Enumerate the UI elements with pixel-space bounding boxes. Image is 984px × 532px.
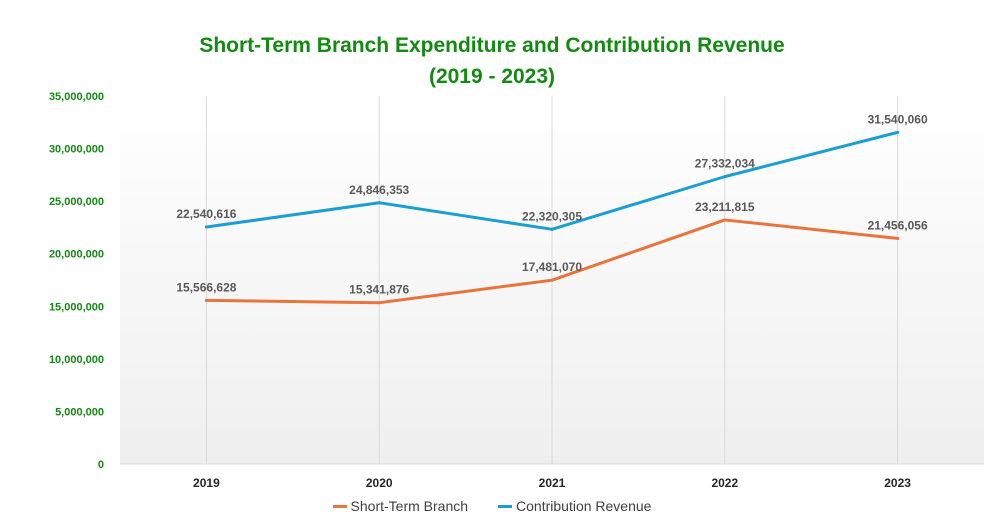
legend-label-short-term-branch: Short-Term Branch [350, 498, 469, 514]
x-tick-label: 2021 [539, 476, 566, 490]
data-point [377, 201, 381, 205]
x-tick-label: 2019 [193, 476, 220, 490]
data-point [550, 227, 554, 231]
data-label: 17,481,070 [522, 260, 582, 274]
data-label: 22,540,616 [176, 207, 236, 221]
y-tick-label: 5,000,000 [55, 406, 104, 418]
y-tick-label: 25,000,000 [49, 196, 104, 208]
y-tick-label: 35,000,000 [49, 91, 104, 103]
data-label: 21,456,056 [868, 218, 928, 232]
legend-swatch-short-term-branch [332, 504, 347, 508]
data-label: 15,566,628 [176, 280, 236, 294]
data-label: 23,211,815 [695, 200, 755, 214]
chart-subtitle: (2019 - 2023) [428, 65, 556, 88]
data-label: 31,540,060 [868, 112, 928, 126]
legend-item-short-term-branch: Short-Term Branch [332, 498, 469, 514]
legend: Short-Term Branch Contribution Revenue [0, 498, 984, 514]
y-tick-label: 20,000,000 [49, 249, 104, 261]
y-tick-label: 0 [98, 459, 104, 471]
x-tick-label: 2022 [711, 476, 738, 490]
chart-title: Short-Term Branch Expenditure and Contri… [199, 34, 785, 57]
data-point [723, 218, 727, 222]
y-tick-label: 30,000,000 [49, 144, 104, 156]
legend-swatch-contribution-revenue [498, 504, 513, 508]
data-point [550, 278, 554, 282]
legend-item-contribution-revenue: Contribution Revenue [498, 498, 651, 514]
y-tick-label: 15,000,000 [49, 301, 104, 313]
data-point [204, 225, 208, 229]
data-label: 27,332,034 [695, 157, 755, 171]
legend-label-contribution-revenue: Contribution Revenue [516, 498, 652, 514]
data-point [896, 130, 900, 134]
chart-title-block: Short-Term Branch Expenditure and Contri… [0, 30, 984, 92]
data-point [204, 298, 208, 302]
data-label: 22,320,305 [522, 209, 582, 223]
data-label: 15,341,876 [349, 283, 409, 297]
y-tick-label: 10,000,000 [49, 354, 104, 366]
data-label: 24,846,353 [349, 183, 409, 197]
x-tick-label: 2023 [884, 476, 911, 490]
data-point [896, 236, 900, 240]
x-tick-label: 2020 [366, 476, 393, 490]
data-point [723, 175, 727, 179]
data-point [377, 301, 381, 305]
